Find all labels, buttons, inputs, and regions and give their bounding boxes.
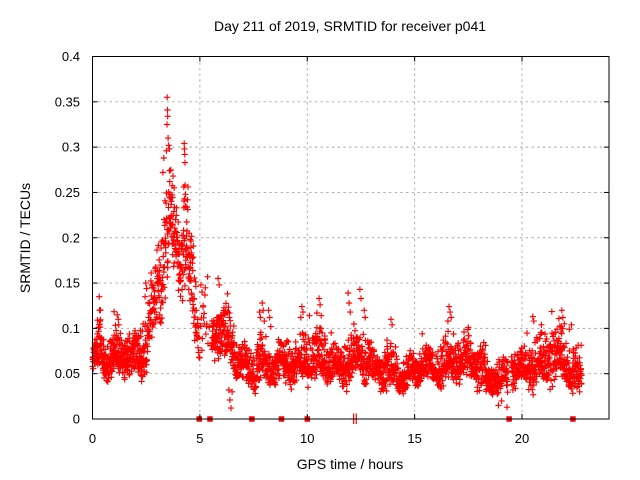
y-tick-label: 0.4 — [62, 49, 80, 64]
y-tick-label: 0 — [73, 412, 80, 427]
x-tick-label: 0 — [89, 431, 96, 446]
x-tick-label: 15 — [407, 431, 421, 446]
x-axis-label: GPS time / hours — [297, 456, 404, 472]
x-tick-label: 5 — [196, 431, 203, 446]
y-tick-labels: 0 0.05 0.1 0.15 0.2 0.25 0.3 0.35 0.4 — [55, 49, 80, 427]
chart-title: Day 211 of 2019, SRMTID for receiver p04… — [214, 18, 486, 34]
y-axis-label: SRMTID / TECUs — [17, 183, 33, 293]
x-tick-label: 20 — [515, 431, 529, 446]
y-tick-label: 0.3 — [62, 140, 80, 155]
y-tick-label: 0.2 — [62, 230, 80, 245]
y-tick-label: 0.15 — [55, 276, 80, 291]
y-tick-label: 0.05 — [55, 366, 80, 381]
y-tick-label: 0.1 — [62, 321, 80, 336]
y-tick-label: 0.25 — [55, 185, 80, 200]
axis-ticks — [92, 56, 609, 420]
x-tick-label: 10 — [300, 431, 314, 446]
x-tick-labels: 0 5 10 15 20 — [89, 431, 529, 446]
y-tick-label: 0.35 — [55, 94, 80, 109]
